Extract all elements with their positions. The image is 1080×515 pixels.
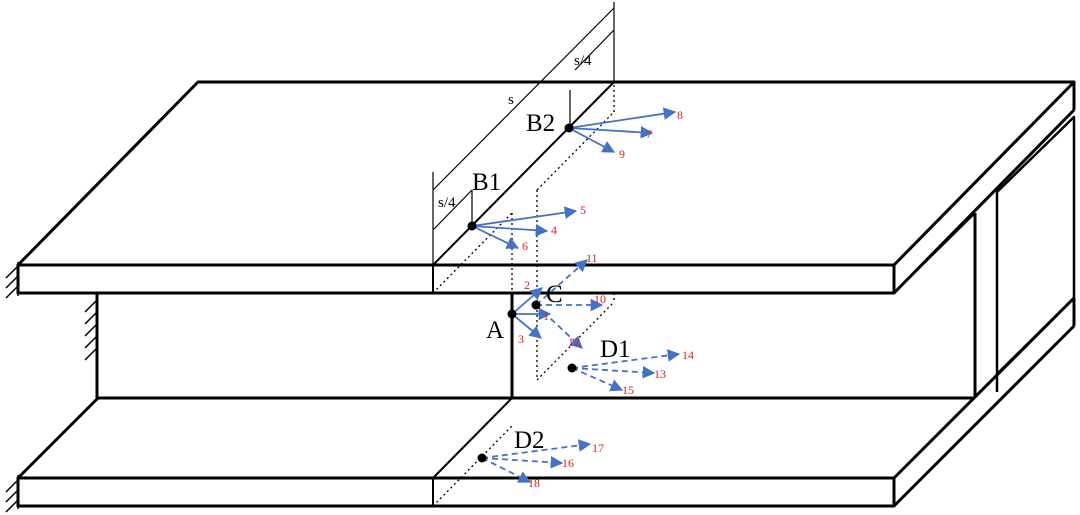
vector-label-18: 18 — [528, 476, 540, 490]
bottom-flange-top-face-fill — [18, 298, 1074, 478]
point-label-d2: D2 — [514, 427, 545, 454]
point-a-marker — [507, 309, 517, 319]
vector-label-1: 1 — [543, 309, 549, 323]
point-markers — [467, 123, 577, 463]
bottom-flange-side-edge — [892, 324, 1076, 508]
web-top-connector — [893, 212, 976, 294]
vector-15 — [571, 367, 624, 392]
point-b2-marker — [564, 123, 574, 133]
vector-9 — [568, 127, 616, 153]
section-dotted-lines — [432, 82, 615, 507]
vector-label-2: 2 — [524, 278, 530, 292]
vector-4 — [471, 223, 549, 237]
vector-label-13: 13 — [654, 367, 666, 381]
vector-label-5: 5 — [580, 203, 586, 217]
vector-8 — [568, 107, 677, 129]
vector-14 — [571, 349, 681, 369]
point-c-marker — [531, 300, 541, 310]
point-label-d1: D1 — [600, 336, 631, 363]
vector-label-12: 12 — [568, 335, 580, 349]
vector-17 — [481, 439, 592, 459]
dim-label-s-quarter-top: s/4 — [574, 53, 592, 69]
point-label-c: C — [546, 281, 563, 308]
vector-label-11: 11 — [586, 251, 598, 265]
point-d1-marker — [567, 363, 577, 373]
bottom-flange-section-diagonal — [432, 397, 513, 479]
point-d2-marker — [477, 453, 487, 463]
bottom-flange-front-face — [16, 476, 896, 508]
point-label-b1: B1 — [472, 169, 501, 196]
dim-label-s-quarter-left: s/4 — [438, 195, 456, 211]
vector-3 — [511, 313, 542, 339]
vector-16 — [481, 456, 564, 469]
vector-18 — [481, 457, 532, 483]
vector-label-4: 4 — [551, 223, 557, 237]
bottom-flange-back-edge — [892, 296, 1076, 480]
vector-label-10: 10 — [594, 292, 606, 306]
vector-12 — [535, 304, 583, 349]
vector-label-15: 15 — [622, 383, 634, 397]
point-label-b2: B2 — [526, 110, 555, 137]
vector-7 — [568, 126, 654, 139]
vector-label-17: 17 — [592, 441, 604, 455]
left-support-hatching — [5, 262, 98, 513]
vector-label-14: 14 — [682, 348, 694, 362]
vector-label-9: 9 — [619, 147, 625, 161]
top-flange-front-face — [16, 263, 896, 295]
point-label-a: A — [486, 317, 504, 344]
vector-11 — [535, 259, 588, 306]
vector-2 — [511, 287, 543, 315]
vector-6 — [471, 225, 520, 249]
vector-label-8: 8 — [677, 108, 683, 122]
vector-label-6: 6 — [522, 239, 528, 253]
point-b1-marker — [467, 221, 477, 231]
vector-group — [471, 107, 681, 483]
vector-label-3: 3 — [518, 332, 524, 346]
vector-5 — [471, 206, 578, 227]
dimension-lines — [432, 2, 615, 265]
bottom-flange-left-edge — [16, 396, 100, 480]
top-flange-section-diagonal — [432, 81, 615, 266]
beam-structure — [16, 80, 1076, 508]
dim-label-s: s — [508, 92, 514, 108]
vector-13 — [571, 366, 656, 379]
vector-label-16: 16 — [562, 456, 574, 470]
vector-label-7: 7 — [646, 127, 652, 141]
